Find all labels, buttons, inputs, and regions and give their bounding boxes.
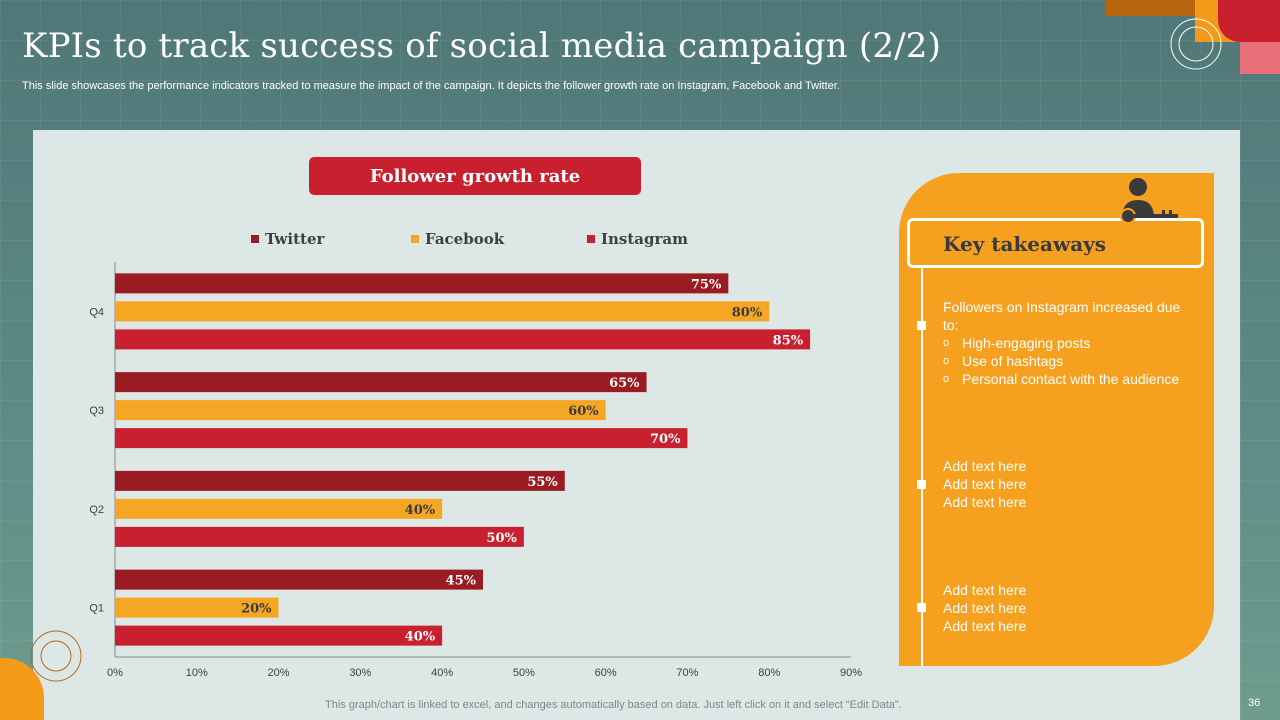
data-label: 75% [691,277,722,292]
takeaway-line: Add text here [943,458,1027,474]
takeaway-line: Add text here [943,476,1027,492]
bar-facebook-q3 [115,400,606,421]
legend-swatch-facebook [411,235,419,243]
bar-twitter-q1 [115,569,483,590]
decor-pink-block [1240,42,1280,74]
x-tick-label: 50% [513,667,535,679]
bar-facebook-q2 [115,498,443,519]
takeaway-line: Add text here [943,618,1027,634]
takeaway-point-3: Add text here Add text here Add text her… [943,581,1026,635]
bar-instagram-q1 [115,625,443,646]
chart-title: Follower growth rate [309,157,641,195]
data-label: 65% [609,376,640,391]
legend-item-twitter: Twitter [251,230,324,248]
decor-red-block [1218,0,1280,42]
bar-instagram-q4 [115,329,811,350]
x-tick-label: 70% [676,667,698,679]
takeaway-dot-2 [917,480,926,489]
category-label: Q3 [89,405,104,417]
legend-swatch-twitter [251,235,259,243]
category-label: Q2 [89,504,104,516]
data-label: 45% [446,574,477,589]
data-label: 55% [527,475,558,490]
data-label: 60% [568,404,599,419]
chart-footnote: This graph/chart is linked to excel, and… [325,699,902,711]
page-title: KPIs to track success of social media ca… [22,26,942,66]
x-tick-label: 80% [758,667,780,679]
legend-label-facebook: Facebook [425,230,505,248]
person-key-icon [1120,178,1178,224]
x-tick-label: 40% [431,667,453,679]
takeaway-point-1: Followers on Instagram increased due to:… [943,298,1193,388]
takeaways-timeline [921,268,923,666]
x-tick-label: 0% [107,667,123,679]
takeaway-subpoint: o Personal contact with the audience [943,370,1193,388]
takeaway-subpoint: o Use of hashtags [943,352,1193,370]
data-label: 40% [405,630,436,645]
takeaway-subpoint-text: Personal contact with the audience [962,371,1180,387]
x-tick-label: 90% [840,667,862,679]
legend-label-instagram: Instagram [601,230,688,248]
page-subtitle: This slide showcases the performance ind… [22,80,840,92]
takeaway-subpoint-text: High-engaging posts [962,335,1091,351]
takeaways-heading: Key takeaways [943,232,1107,256]
chart-legend: Twitter Facebook Instagram [0,230,900,250]
x-tick-label: 20% [268,667,290,679]
decor-concentric-circles [1170,18,1222,70]
data-label: 85% [773,333,804,348]
takeaways-header-box [907,218,1204,268]
takeaway-line: Add text here [943,582,1027,598]
bar-twitter-q3 [115,372,647,393]
legend-item-facebook: Facebook [411,230,504,248]
data-label: 40% [405,503,436,518]
takeaway-line: Add text here [943,494,1027,510]
takeaway-point-2: Add text here Add text here Add text her… [943,457,1026,511]
bar-facebook-q4 [115,301,770,322]
data-label: 70% [650,432,681,447]
takeaway-dot-3 [917,603,926,612]
bar-facebook-q1 [115,597,279,618]
takeaway-dot-1 [917,321,926,330]
bar-twitter-q4 [115,273,729,294]
takeaway-subpoint: o High-engaging posts [943,334,1193,352]
sub-bullet: o [943,337,950,349]
category-label: Q1 [89,603,104,615]
sub-bullet: o [943,355,950,367]
takeaway-subpoint-text: Use of hashtags [962,353,1064,369]
decor-concentric-circles-bottom [30,630,82,682]
data-label: 80% [732,305,763,320]
legend-swatch-instagram [587,235,595,243]
bar-instagram-q2 [115,526,524,547]
x-tick-label: 10% [186,667,208,679]
page-number: 36 [1248,697,1261,709]
category-label: Q4 [89,306,104,318]
bar-instagram-q3 [115,428,688,449]
data-label: 50% [486,531,517,546]
legend-label-twitter: Twitter [265,230,325,248]
x-tick-label: 60% [595,667,617,679]
legend-item-instagram: Instagram [587,230,688,248]
decor-brown-bar [1105,0,1195,16]
takeaway-line: Add text here [943,600,1027,616]
x-tick-label: 30% [349,667,371,679]
takeaway-point-1-text: Followers on Instagram increased due to: [943,299,1181,333]
bar-chart: 0% 10% 20% 30% 40% 50% 60% 70% 80% 90% 45% 20% 40% Q1… [89,262,862,679]
sub-bullet: o [943,373,950,385]
bar-twitter-q2 [115,470,565,491]
data-label: 20% [241,602,272,617]
